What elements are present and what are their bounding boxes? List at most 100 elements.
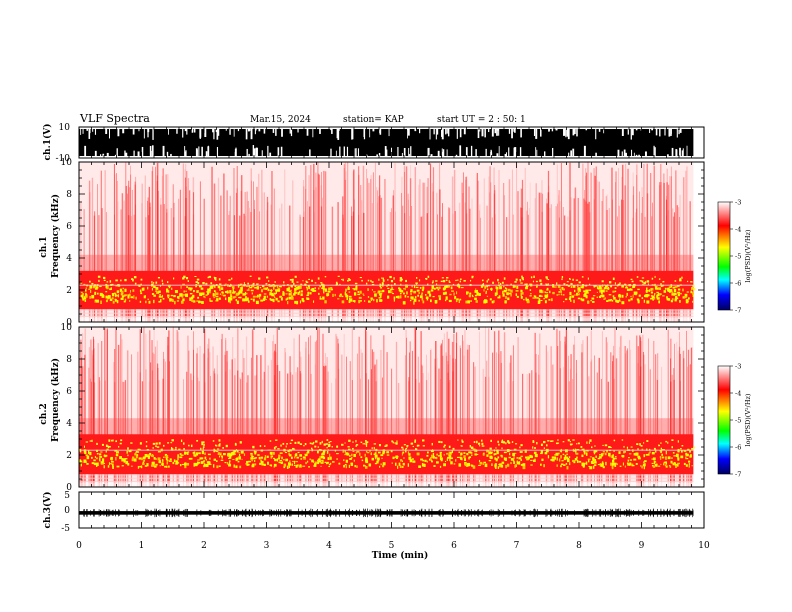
spectrogram-hotspot [287, 301, 289, 305]
spectrogram-hotspot [490, 452, 493, 455]
spectrogram-hotspot [121, 465, 124, 467]
spectrogram-hotspot [309, 458, 312, 461]
spectrogram-hotspot [402, 451, 405, 454]
spectrogram-hotspot [547, 455, 550, 459]
spectrogram-hotspot [251, 459, 253, 462]
spectrogram-hotspot [270, 453, 273, 455]
spectrogram-hotspot [540, 282, 543, 286]
spectrogram-hotspot [83, 296, 87, 300]
spectrogram-hotspot [641, 284, 645, 286]
spectrogram-hotspot [377, 291, 379, 294]
time-tick-label: 7 [514, 541, 520, 551]
spectrogram-hotspot [209, 298, 211, 302]
station-label: station= KAP [343, 115, 404, 125]
ch1-waveform-panel: 10 -10 ch.1(V) [42, 123, 705, 164]
ch1-waveform-gap [563, 128, 565, 136]
spectrogram-hotspot [282, 442, 285, 445]
ch1-waveform-gap [446, 149, 448, 157]
spectrogram-hotspot [431, 454, 433, 459]
spectrogram-hotspot [175, 462, 178, 465]
spectrogram-hotspot [550, 298, 553, 302]
spectrogram-hotspot [507, 297, 510, 301]
spectrogram-hotspot [415, 283, 418, 285]
spectrogram-hotspot [206, 291, 210, 293]
spectrogram-hotspot [176, 460, 178, 463]
spectrogram-hotspot [203, 295, 206, 298]
spectrogram-hotspot [660, 442, 662, 444]
spectrogram-hotspot [426, 298, 429, 301]
spectrogram-hotspot [576, 448, 580, 451]
spectrogram-hotspot [200, 287, 204, 290]
spectrogram-hotspot [366, 451, 370, 454]
spectrogram-hotspot [490, 439, 492, 442]
spectrogram-hotspot [494, 464, 496, 467]
spectrogram-hotspot [258, 294, 260, 298]
spectrogram-hotspot [564, 449, 568, 453]
spectrogram-hotspot [329, 462, 332, 465]
time-tick-label: 1 [139, 541, 145, 551]
spectrogram-hotspot [282, 291, 284, 294]
spectrogram-hotspot [588, 441, 590, 444]
ch1-waveform-gap [233, 128, 235, 137]
spectrogram-hotspot [484, 463, 488, 468]
spectrogram-hotspot [585, 291, 589, 294]
spectrogram-hotspot [95, 464, 98, 467]
spectrogram-hotspot [218, 439, 221, 442]
spectrogram-hotspot [612, 277, 615, 281]
spectrogram-hotspot [400, 278, 403, 281]
spectrogram-hotspot [235, 299, 238, 302]
spectrogram-hotspot [145, 455, 149, 458]
spectrogram-hotspot [513, 461, 516, 464]
spectrogram-hotspot [679, 279, 682, 282]
spectrogram-hotspot [680, 455, 684, 459]
spectrogram-hotspot [514, 285, 516, 288]
spectrogram-hotspot [83, 283, 86, 286]
spectrogram-hotspot [319, 456, 321, 458]
spectrogram-hotspot [598, 295, 602, 299]
spectrogram-hotspot [246, 292, 248, 295]
spectrogram-hotspot [185, 290, 187, 292]
spectrogram-hotspot [129, 293, 131, 297]
spectrogram-hotspot [354, 465, 357, 468]
spectrogram-hotspot [677, 293, 680, 297]
spectrogram-hotspot [209, 300, 213, 302]
spectrogram-hotspot [206, 461, 210, 464]
spectrogram-hotspot [204, 456, 207, 460]
ch3-ytick-bottom: -5 [61, 524, 70, 534]
spectrogram-hotspot [232, 288, 234, 291]
spectrogram-hotspot [680, 448, 682, 450]
spectrogram-hotspot [371, 281, 374, 283]
spectrogram-hotspot [255, 300, 259, 305]
spectrogram-hotspot [216, 465, 219, 469]
spectrogram-hotspot [626, 292, 628, 296]
spectrogram-hotspot [577, 442, 580, 445]
spectrogram-hotspot [446, 285, 449, 288]
ch1-waveform-gap [143, 128, 145, 139]
spectrogram-hotspot [364, 300, 366, 302]
spectrogram-hotspot [283, 465, 286, 469]
spectrogram-hotspot [94, 291, 97, 296]
spectrogram-hotspot [130, 465, 133, 467]
spectrogram-hotspot [153, 285, 156, 289]
ch1-waveform-gap [401, 152, 403, 157]
spectrogram-hotspot [432, 280, 434, 283]
spectrogram-hotspot [577, 293, 580, 296]
spectrogram-hotspot [690, 280, 692, 283]
spectrogram-hotspot [508, 456, 511, 459]
spectrogram-hotspot [285, 445, 287, 448]
spectrogram-hotspot [643, 299, 645, 303]
spectrogram-hotspot [344, 293, 348, 296]
spectrogram-hotspot [334, 449, 337, 452]
ch1-waveform-gap [215, 128, 218, 133]
spectrogram-hotspot [297, 464, 299, 467]
spectrogram-hotspot [524, 286, 528, 290]
ch3-waveform-panel: 5 0 -5 ch.3(V) [42, 491, 705, 534]
spectrogram-hotspot [560, 463, 564, 466]
spectrogram-hotspot [337, 298, 340, 300]
spectrogram-hotspot [474, 297, 477, 300]
spectrogram-hotspot [100, 463, 104, 465]
spectrogram-hotspot [127, 447, 129, 450]
spectrogram-hotspot [502, 293, 505, 297]
spectrogram-hotspot [184, 465, 187, 469]
spectrogram-hotspot [344, 442, 346, 444]
